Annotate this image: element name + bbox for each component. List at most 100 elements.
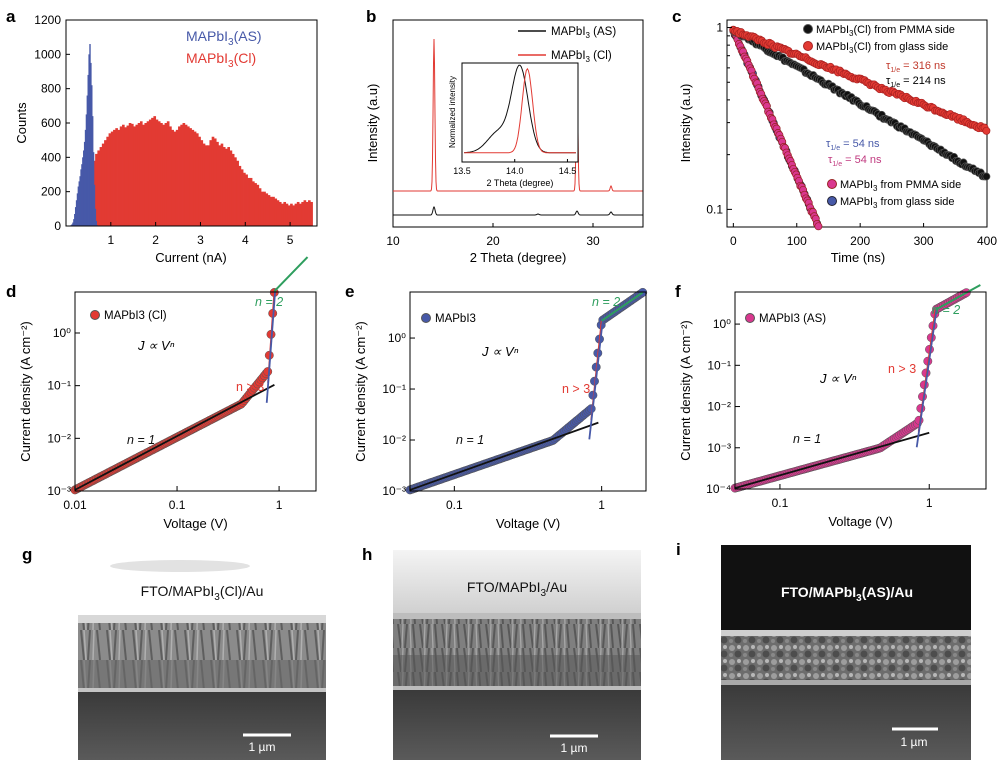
x-axis-label: Time (ns): [831, 250, 885, 265]
axes-frame: [392, 19, 644, 228]
sem-caption: FTO/MAPbI3(Cl)/Au: [141, 583, 264, 603]
panel-label-h: h: [362, 545, 372, 564]
histogram-bar: [94, 208, 97, 226]
y-tick-label: 10⁻²: [382, 433, 406, 447]
legend-label: MAPbI3 (AS): [759, 313, 826, 325]
histogram-bar: [229, 150, 233, 226]
histogram-bar: [166, 121, 170, 226]
y-tick-label: 0: [54, 219, 61, 233]
jv-panel-f: 0.1 1 10⁻⁴ 10⁻³ 10⁻² 10⁻¹ 10⁰ Voltage (V) Curren…: [678, 284, 987, 529]
histogram-bar: [117, 129, 121, 226]
histogram-bar: [202, 143, 206, 226]
fit-line-transition: [915, 307, 938, 448]
histogram-bars: [70, 44, 313, 227]
legend-marker: [745, 313, 755, 323]
scale-bar-label: 1 µm: [561, 741, 588, 755]
y-axis-label: Intensity (a.u): [365, 84, 380, 163]
legend-mapbi3-cl: MAPbI3(Cl): [186, 50, 256, 70]
panel-label-a: a: [6, 7, 16, 26]
sem-image-g: FTO/MAPbI3(Cl)/Au 1 µm: [78, 560, 326, 760]
axes-frame: [726, 19, 988, 228]
panel-label-b: b: [366, 7, 376, 26]
histogram-bar: [95, 153, 98, 226]
histogram-bar: [83, 150, 85, 226]
tau-316: τ1/e = 316 ns: [886, 60, 946, 74]
histogram-bar: [234, 157, 237, 226]
fit-line-transition: [265, 288, 277, 403]
histogram-bar: [263, 191, 266, 226]
histogram-bar: [160, 123, 163, 226]
y-tick-label: 0.1: [706, 202, 723, 216]
histogram-bar: [247, 177, 251, 226]
histogram-bar: [207, 145, 210, 226]
series-line-mapbi3-cl: [393, 38, 643, 192]
histogram-bar: [285, 203, 289, 226]
histogram-bar: [95, 220, 97, 226]
histogram-bar: [71, 224, 73, 226]
histogram-bar: [142, 124, 145, 226]
sem-image-h: FTO/MAPbI3/Au 1 µm: [393, 550, 641, 760]
y-tick-label: 10⁻¹: [47, 379, 71, 393]
histogram-bar: [89, 44, 91, 227]
histogram-bar: [182, 123, 186, 226]
histogram-bar: [91, 85, 93, 226]
legend-label: MAPbI3 (Cl): [104, 310, 167, 322]
y-tick-label: 10⁰: [53, 326, 71, 340]
x-tick-label: 0.1: [446, 498, 463, 512]
histogram-bar: [148, 119, 152, 226]
fit-line-n2: [273, 256, 309, 292]
panel-label-i: i: [676, 540, 681, 559]
x-tick-label: 2: [152, 233, 159, 247]
legend-cl-glass: MAPbI3(Cl) from glass side: [816, 41, 948, 55]
histogram-bar: [267, 195, 271, 226]
x-tick-label: 0.1: [772, 496, 789, 510]
histogram-bar: [240, 169, 244, 226]
y-tick-label: 10⁻²: [47, 431, 71, 445]
xrd-panel-b: 10 20 30 Intensity (a.u) 2 Theta (degree) …: [365, 19, 644, 265]
y-axis-label: Current density (A cm⁻²): [678, 320, 693, 461]
sem-image-i: FTO/MAPbI3(AS)/Au 1 µm: [721, 545, 971, 760]
histogram-bar: [238, 165, 242, 226]
y-tick-label: 10⁻³: [707, 441, 731, 455]
histogram-bar: [83, 141, 86, 226]
histogram-bar: [133, 126, 136, 226]
legend-marker-cl-glass: [803, 41, 813, 51]
histogram-bar: [115, 128, 118, 226]
histogram-bar: [139, 121, 143, 226]
histogram-bar: [310, 201, 313, 226]
x-ticks: 1 2 3 4 5: [107, 222, 294, 247]
histogram-bar: [90, 62, 92, 226]
histogram-bar: [122, 124, 125, 226]
x-tick-label: 1: [276, 498, 283, 512]
histogram-bar: [278, 201, 282, 226]
x-axis-label: Voltage (V): [496, 516, 560, 531]
x-axis-label: 2 Theta (degree): [470, 250, 567, 265]
histogram-bar: [292, 205, 295, 226]
jv-panel-d: 0.01 0.1 1 10⁻³ 10⁻² 10⁻¹ 10⁰ Voltage (V) Curren…: [18, 256, 317, 531]
histogram-bar: [82, 157, 84, 226]
histogram-bar: [80, 169, 82, 226]
axes-frame: [734, 291, 987, 490]
histogram-bar: [162, 124, 166, 226]
inset-x-tick-label: 14.5: [559, 166, 577, 176]
histogram-bar: [84, 129, 87, 226]
jv-point: [586, 404, 596, 414]
histogram-bar: [187, 126, 190, 226]
histogram-bar: [213, 138, 217, 226]
histogram-bar: [225, 148, 228, 226]
histogram-bar: [296, 201, 300, 226]
legend-cl-pmma: MAPbI3(Cl) from PMMA side: [816, 24, 955, 38]
histogram-bar: [97, 150, 101, 226]
histogram-bar: [77, 186, 80, 226]
histogram-bar: [88, 54, 90, 227]
n1-label: n = 1: [127, 433, 155, 447]
histogram-bar: [256, 184, 260, 226]
histogram-bar: [200, 140, 204, 226]
inset-x-tick-label: 13.5: [453, 166, 471, 176]
fit-line-n2: [601, 291, 644, 322]
x-tick-label: 400: [977, 234, 997, 248]
legend-marker: [90, 310, 100, 320]
histogram-bar: [245, 174, 248, 226]
histogram-bar: [157, 121, 161, 226]
tau-214: τ1/e = 214 ns: [886, 75, 946, 89]
